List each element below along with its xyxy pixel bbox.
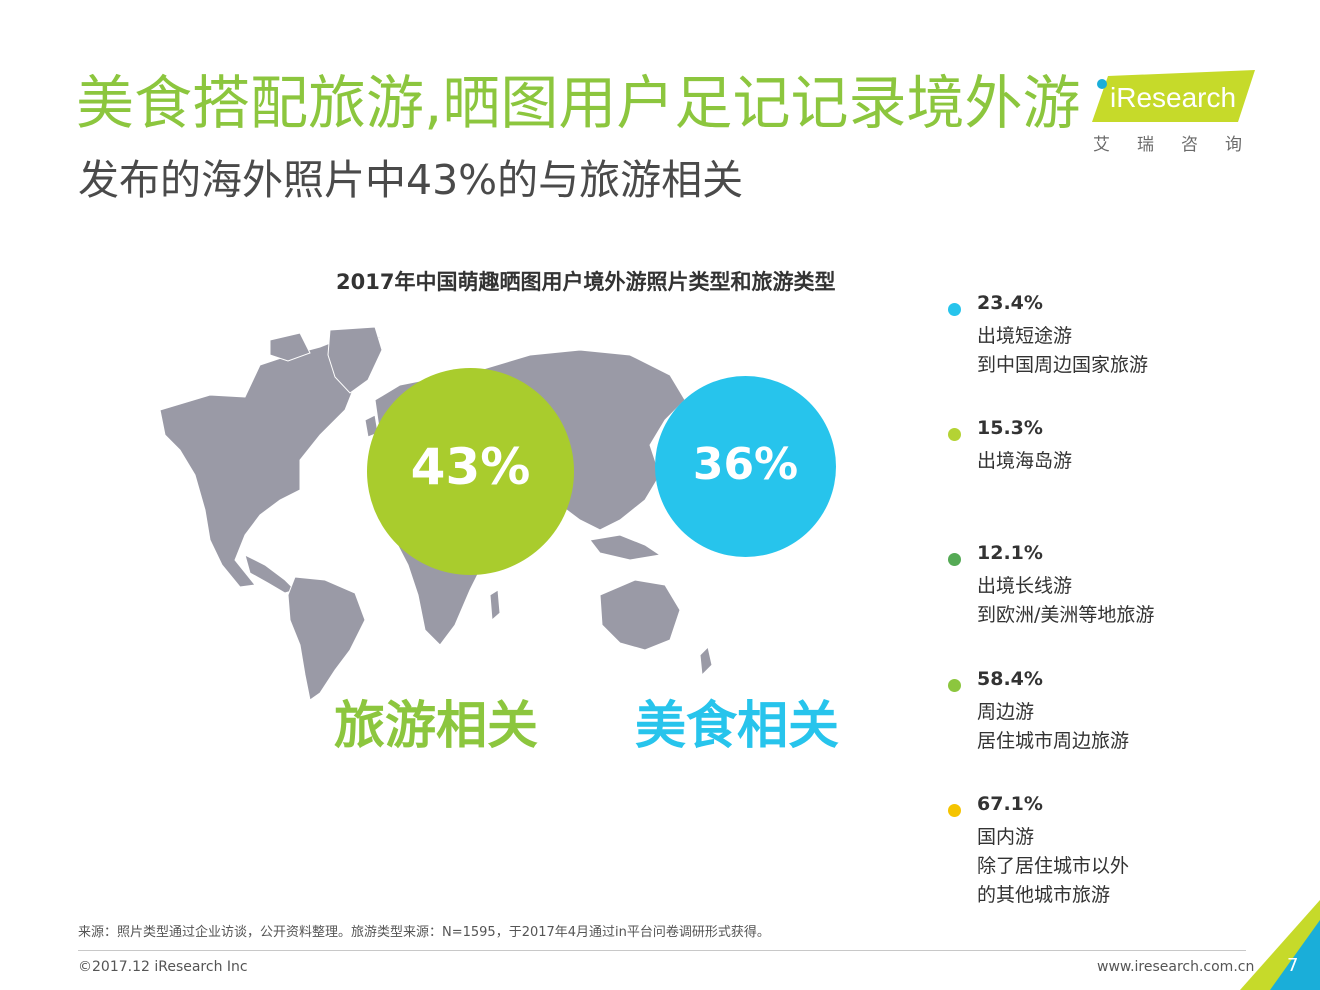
travel-type-value: 67.1% xyxy=(977,793,1043,815)
page-title: 美食搭配旅游,晒图用户足记记录境外游 xyxy=(76,69,1081,137)
source-note: 来源：照片类型通过企业访谈，公开资料整理。旅游类型来源：N=1595，于2017… xyxy=(78,925,770,940)
madagascar-shape xyxy=(489,589,501,622)
travel-type-value: 23.4% xyxy=(977,292,1043,314)
travel-type-value: 15.3% xyxy=(977,417,1043,439)
se-asia-islands-shape xyxy=(589,534,662,561)
travel-type-description: 到中国周边国家旅游 xyxy=(977,354,1149,376)
footer-divider xyxy=(78,950,1246,951)
central-america-shape xyxy=(244,554,296,594)
page-subtitle: 发布的海外照片中43%的与旅游相关 xyxy=(78,156,744,204)
australia-shape xyxy=(599,579,681,651)
travel-type-value: 12.1% xyxy=(977,542,1043,564)
food-category-label: 美食相关 xyxy=(635,697,840,756)
logo-cn-text: 艾瑞咨询 xyxy=(1093,135,1269,155)
logo-text: iResearch xyxy=(1110,82,1237,113)
page-number: 7 xyxy=(1287,955,1299,976)
travel-type-description: 的其他城市旅游 xyxy=(977,884,1111,906)
legend-dot-icon xyxy=(948,553,961,566)
travel-type-description: 出境长线游 xyxy=(977,575,1073,597)
greenland-shape xyxy=(327,326,383,394)
travel-bubble: 43% xyxy=(367,368,574,575)
legend-dot-icon xyxy=(948,679,961,692)
travel-type-description: 国内游 xyxy=(977,826,1035,848)
south-america-shape xyxy=(287,576,366,701)
travel-type-value: 58.4% xyxy=(977,668,1043,690)
new-zealand-shape xyxy=(699,646,713,677)
travel-type-description: 出境海岛游 xyxy=(977,450,1073,472)
travel-type-description: 除了居住城市以外 xyxy=(977,855,1130,877)
legend-dot-icon xyxy=(948,804,961,817)
legend-dot-icon xyxy=(948,428,961,441)
travel-type-description: 出境短途游 xyxy=(977,325,1073,347)
food-bubble: 36% xyxy=(655,376,836,557)
travel-type-description: 到欧洲/美洲等地旅游 xyxy=(977,604,1155,626)
website-text: www.iresearch.com.cn xyxy=(1097,959,1255,975)
copyright-text: ©2017.12 iResearch Inc xyxy=(78,959,248,975)
arctic-islands-shape xyxy=(269,332,311,362)
food-value-label: 36% xyxy=(692,439,799,490)
travel-value-label: 43% xyxy=(410,438,531,496)
travel-type-description: 居住城市周边旅游 xyxy=(977,730,1130,752)
travel-category-label: 旅游相关 xyxy=(334,697,539,756)
legend-dot-icon xyxy=(948,303,961,316)
corner-decoration xyxy=(1240,900,1320,990)
chart-title: 2017年中国萌趣晒图用户境外游照片类型和旅游类型 xyxy=(336,270,836,294)
travel-type-description: 周边游 xyxy=(977,701,1035,723)
iresearch-logo xyxy=(1092,70,1255,122)
